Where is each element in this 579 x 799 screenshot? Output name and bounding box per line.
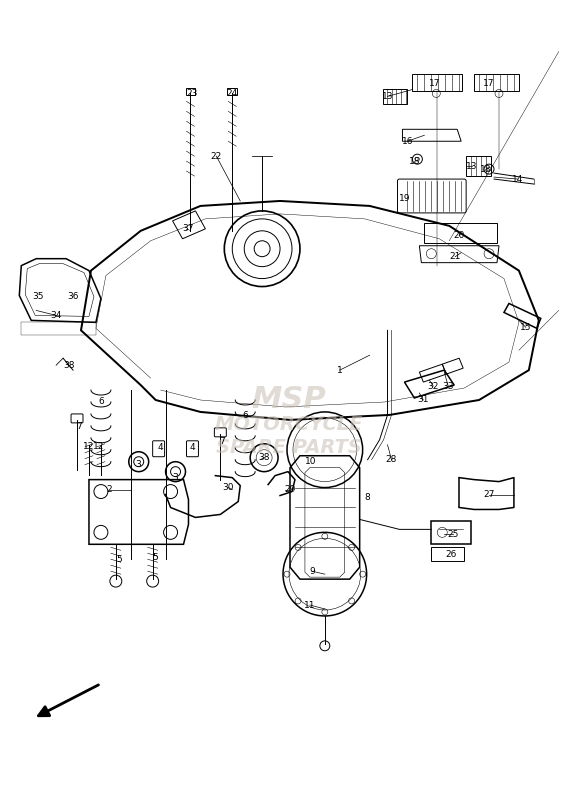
Text: 6: 6	[98, 397, 104, 407]
Text: 35: 35	[32, 292, 44, 301]
Text: SPARE PARTS: SPARE PARTS	[216, 439, 362, 457]
Text: 21: 21	[449, 252, 461, 261]
Text: 22: 22	[211, 152, 222, 161]
Text: 38: 38	[258, 453, 270, 462]
Text: 23: 23	[187, 89, 198, 98]
Text: 17: 17	[483, 79, 495, 88]
Text: 18: 18	[409, 157, 420, 165]
Text: 24: 24	[226, 89, 238, 98]
Text: 36: 36	[67, 292, 79, 301]
Text: MSP: MSP	[252, 385, 327, 415]
Text: 27: 27	[483, 490, 494, 499]
Text: 16: 16	[402, 137, 413, 145]
Text: MOTORCYCLE: MOTORCYCLE	[215, 415, 363, 435]
Text: 5: 5	[153, 553, 159, 562]
Text: 33: 33	[442, 382, 454, 391]
Text: 32: 32	[428, 382, 439, 391]
Text: 1: 1	[337, 366, 343, 375]
Text: 18: 18	[481, 165, 492, 173]
Text: 5: 5	[116, 555, 122, 564]
Text: 13: 13	[382, 92, 393, 101]
Text: 26: 26	[445, 550, 457, 559]
Text: 9: 9	[309, 566, 315, 575]
Text: 6: 6	[243, 411, 248, 420]
Text: 12: 12	[83, 443, 94, 451]
Text: 25: 25	[448, 530, 459, 539]
Text: 7: 7	[76, 423, 82, 431]
Text: 17: 17	[428, 79, 440, 88]
Text: 29: 29	[284, 485, 296, 494]
Text: 3: 3	[173, 473, 178, 482]
Text: 15: 15	[520, 323, 532, 332]
Text: 8: 8	[365, 493, 371, 502]
Text: 28: 28	[386, 455, 397, 464]
Text: 11: 11	[304, 601, 316, 610]
Text: 31: 31	[417, 396, 429, 404]
Text: 34: 34	[50, 311, 62, 320]
Text: 10: 10	[305, 457, 317, 466]
Text: 2: 2	[106, 485, 112, 494]
Text: 37: 37	[183, 225, 194, 233]
Text: 4: 4	[158, 443, 163, 452]
Text: 19: 19	[399, 194, 410, 204]
Text: 38: 38	[63, 360, 75, 370]
Text: 12: 12	[93, 443, 105, 451]
Text: 20: 20	[453, 231, 465, 240]
Text: 7: 7	[219, 437, 225, 447]
Text: 4: 4	[190, 443, 195, 452]
Text: 3: 3	[135, 460, 141, 469]
Text: 14: 14	[512, 174, 523, 184]
Text: 30: 30	[222, 483, 234, 492]
Text: 13: 13	[466, 161, 478, 171]
